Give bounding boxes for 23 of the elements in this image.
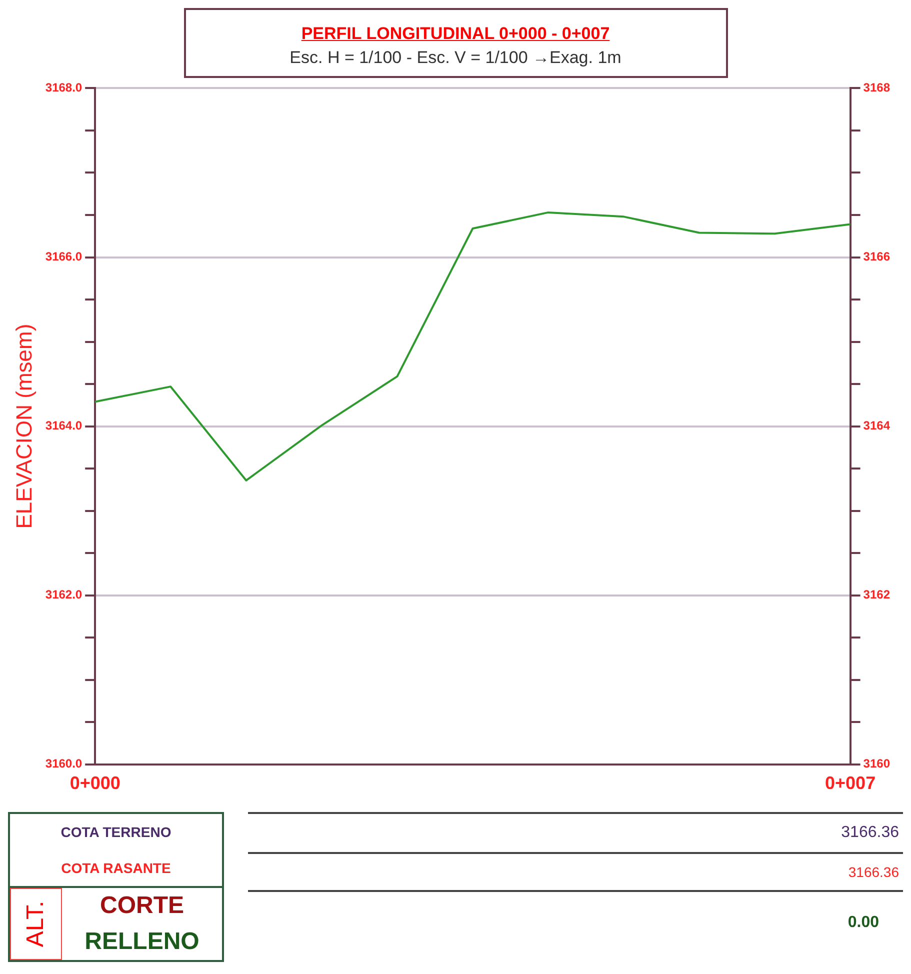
y2-tick-label: 3164 [863,418,890,433]
text: 3166.36 [248,814,903,854]
y2-tick-label: 3166 [863,250,890,264]
text: ALT. [22,900,50,948]
y2-tick-label: 3168 [863,80,890,95]
y-axis-title: ELEVACION (msem) [11,324,36,529]
y-tick-label: 3162.0 [45,588,82,602]
y-tick-label: 3160.0 [45,756,82,771]
text: CORTE [99,891,185,921]
chart-title: PERFIL LONGITUDINAL 0+000 - 0+007 [300,24,611,44]
text: RELLENO [84,927,200,957]
x-tick-label: 0+007 [825,773,876,794]
x-tick-label: 0+000 [70,773,120,794]
text: 3166.36 [248,854,903,892]
y2-tick-label: 3160 [863,756,890,771]
y-tick-label: 3168.0 [45,80,82,95]
y-tick-label: 3164.0 [45,418,82,433]
text: COTA RASANTE [10,850,222,888]
y-tick-label: 3166.0 [45,250,82,264]
chart-subtitle: Esc. H = 1/100 - Esc. V = 1/100 →Exag. 1m [288,48,622,68]
y2-tick-label: 3162 [863,588,890,602]
text: COTA TERRENO [60,823,172,842]
text: 0.00 [846,913,880,932]
